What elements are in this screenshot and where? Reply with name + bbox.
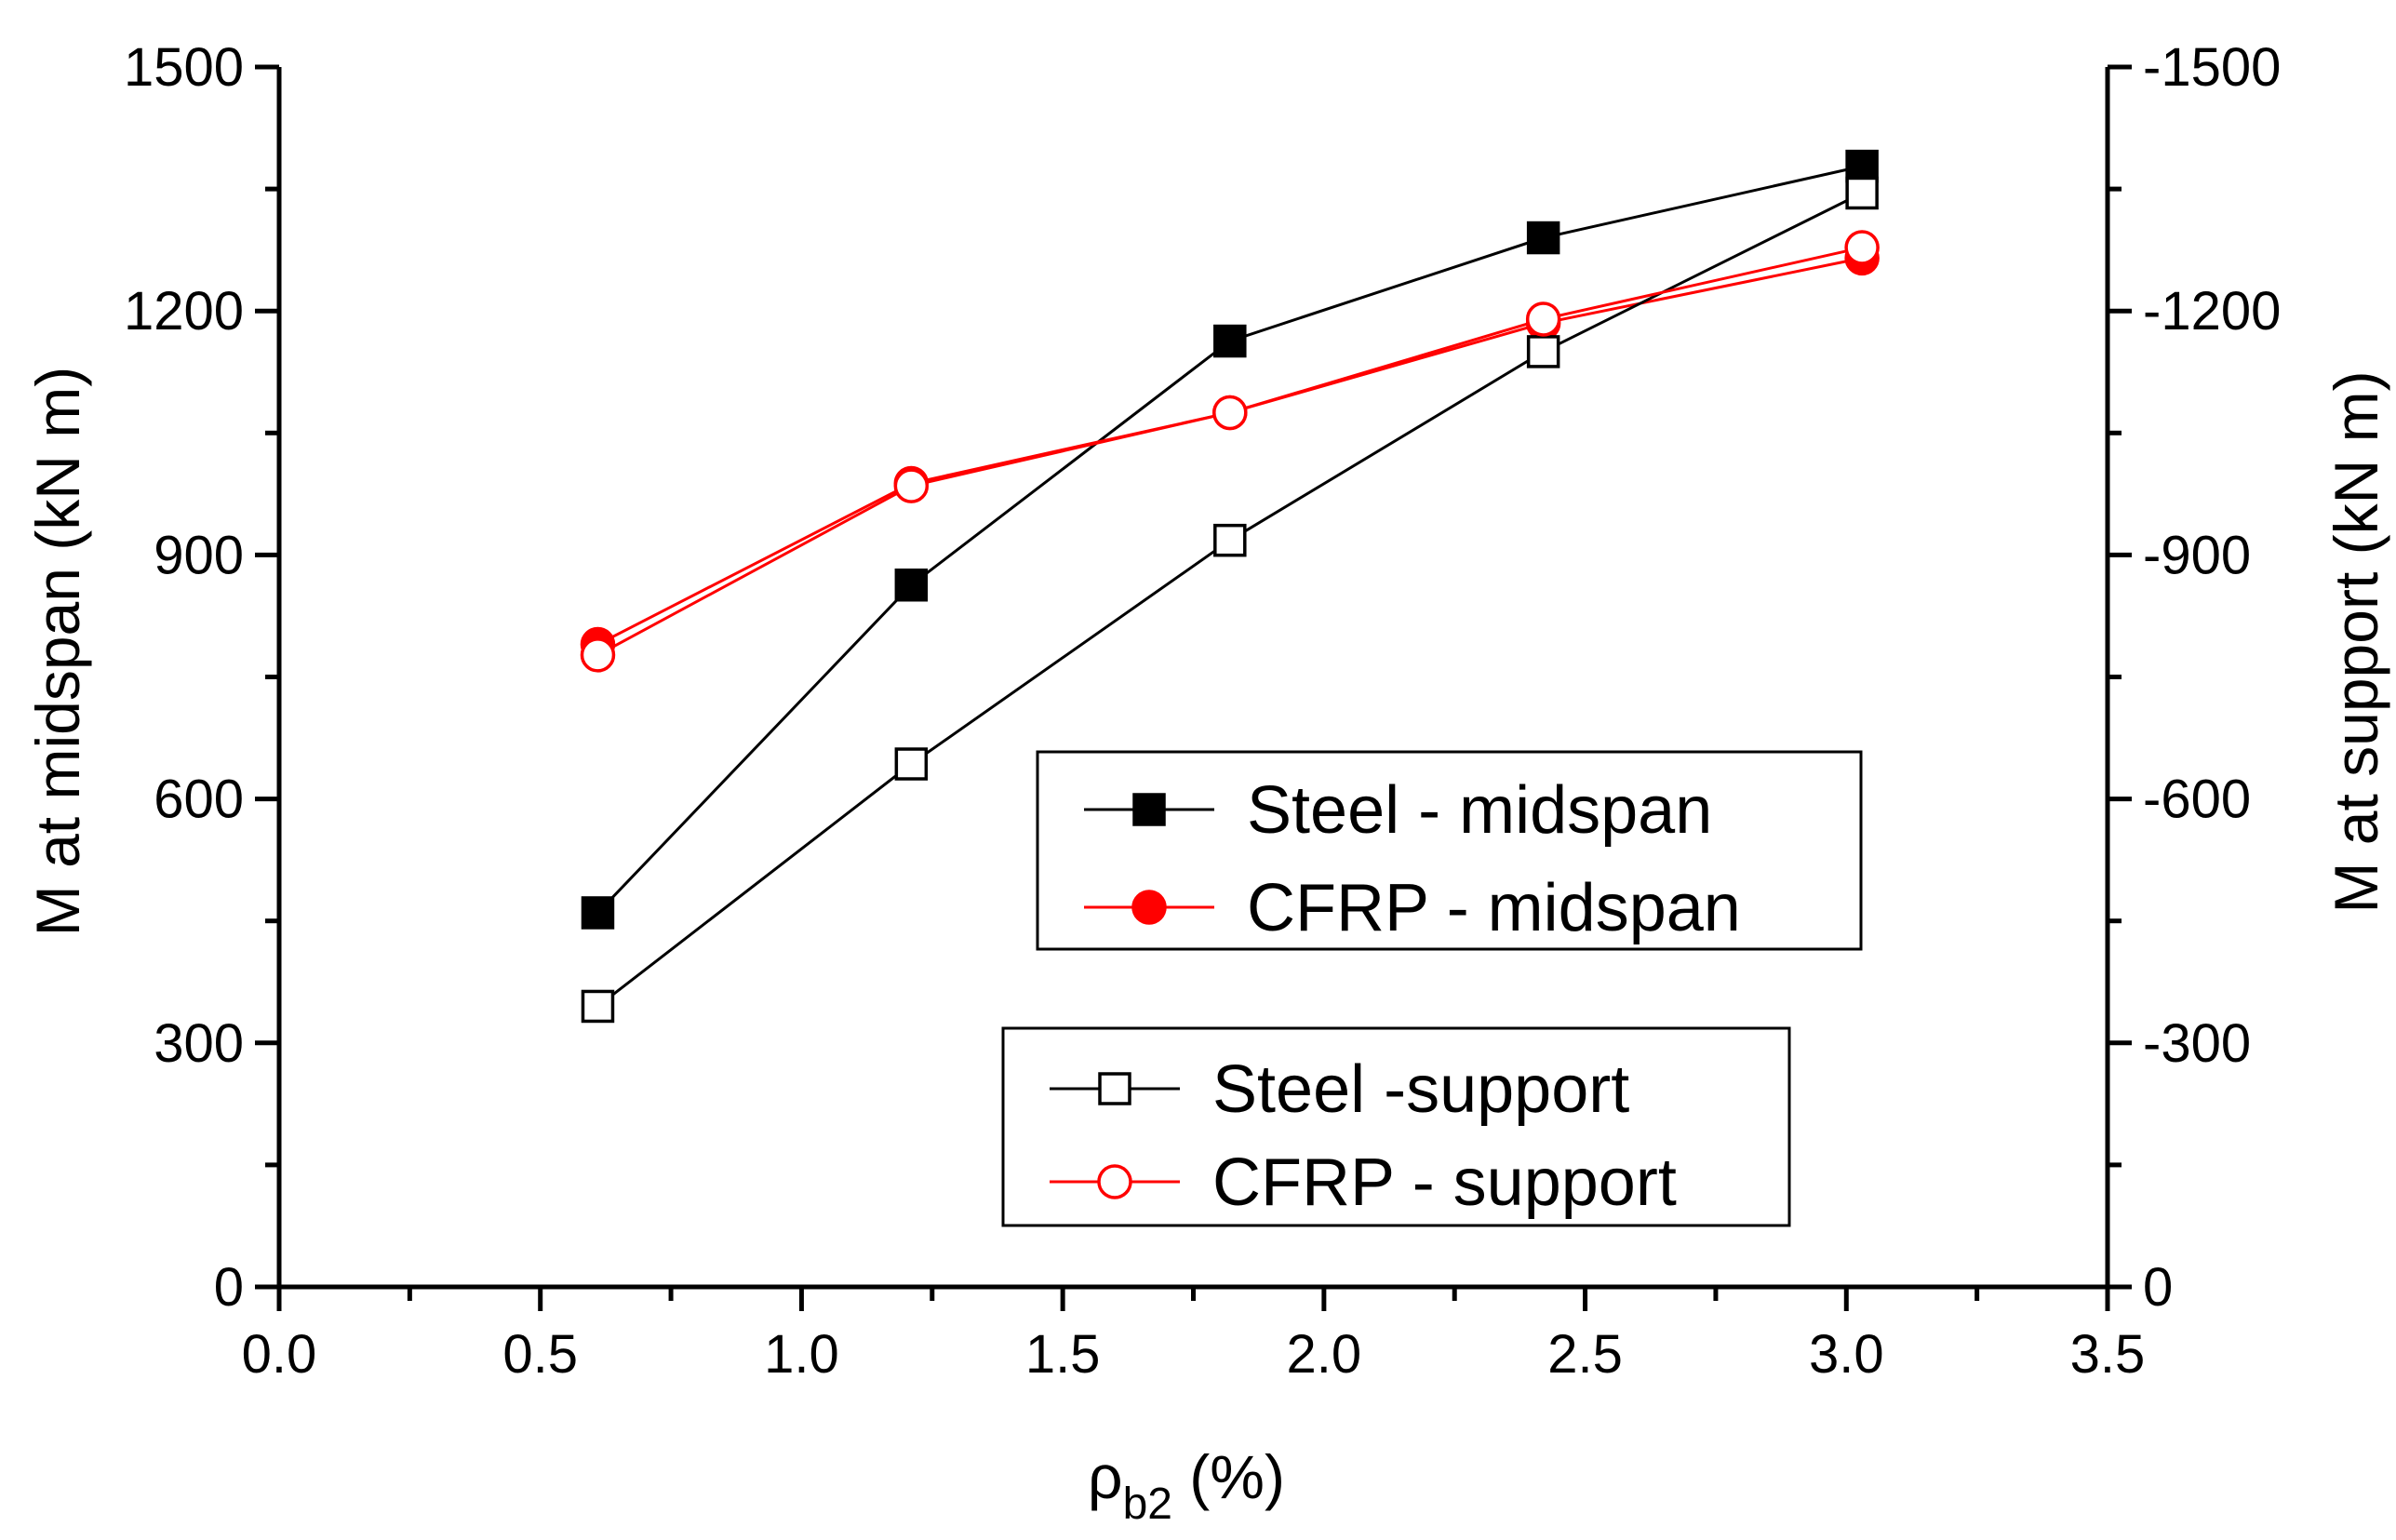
series-1: [580, 240, 1880, 663]
ticks: 0.0 0.5 1.0 1.5 2.0 2.5 3.0 3.50300600900120015…: [124, 37, 2281, 1385]
x-axis-title: ρb2 (%): [1088, 1442, 1285, 1529]
x-tick-label: 1.5: [1025, 1324, 1101, 1385]
y-tick-label-left: 600: [154, 770, 244, 830]
legend-center-right: Steel - midspan CFRP - midspan: [1036, 750, 1863, 951]
legend-marker: [1098, 1072, 1131, 1105]
y-axis-title-left: M at midspan (kN m): [23, 367, 92, 936]
data-point: [894, 568, 929, 602]
series-line: [596, 256, 1863, 646]
data-point: [1213, 324, 1247, 358]
legend-entry: CFRP - support: [1050, 1145, 1677, 1220]
legend-marker: [1132, 793, 1166, 826]
legend-box: [1001, 1026, 1791, 1227]
x-tick-label: 0.0: [242, 1324, 317, 1385]
series-2: [581, 176, 1879, 1024]
legend-entry: Steel -support: [1050, 1052, 1629, 1127]
data-point: [1526, 221, 1560, 255]
x-axis-title-symbol: ρ: [1088, 1442, 1123, 1511]
series-layer: [580, 149, 1880, 1024]
x-axis-title-unit: (%): [1172, 1442, 1285, 1511]
data-point: [893, 468, 930, 503]
y-axis-title-right: M at support (kN m): [2322, 370, 2390, 913]
y-tick-label-right: -300: [2143, 1013, 2251, 1074]
legend-marker: [1131, 890, 1167, 925]
x-tick-label: 1.0: [764, 1324, 839, 1385]
legend-label: CFRP - midspan: [1247, 871, 1741, 945]
data-point: [1845, 176, 1879, 210]
data-point: [1525, 301, 1561, 337]
data-point: [581, 896, 615, 930]
legend-marker: [1097, 1164, 1132, 1199]
series-0: [581, 149, 1879, 930]
x-tick-label: 0.5: [502, 1324, 578, 1385]
x-tick-label: 3.5: [2070, 1324, 2146, 1385]
legend-entry: Steel - midspan: [1084, 773, 1712, 848]
y-tick-label-left: 1500: [124, 37, 244, 98]
data-point: [1844, 230, 1880, 265]
y-tick-label-right: -600: [2143, 770, 2251, 830]
data-point: [894, 747, 929, 781]
legend-label: Steel - midspan: [1247, 773, 1712, 848]
legend-label: CFRP - support: [1212, 1145, 1677, 1220]
legend-entry: CFRP - midspan: [1084, 871, 1741, 945]
legend-label: Steel -support: [1212, 1052, 1629, 1127]
y-tick-label-right: -900: [2143, 525, 2251, 585]
y-tick-label-left: 300: [154, 1013, 244, 1074]
y-tick-label-right: -1200: [2143, 281, 2281, 341]
y-tick-label-left: 1200: [124, 281, 244, 341]
x-tick-label: 2.5: [1547, 1324, 1623, 1385]
legend-box: [1036, 750, 1863, 951]
x-axis-title-subscript: b2: [1123, 1480, 1172, 1529]
series-line: [596, 246, 1863, 657]
y-tick-label-right: 0: [2143, 1257, 2173, 1318]
data-point: [1526, 335, 1560, 368]
y-tick-label-left: 900: [154, 525, 244, 585]
x-tick-label: 3.0: [1809, 1324, 1884, 1385]
y-tick-label-left: 0: [214, 1257, 244, 1318]
data-point: [1213, 523, 1247, 557]
data-point: [580, 637, 616, 673]
data-point: [1212, 395, 1248, 431]
legend-lower-right: Steel -support CFRP - support: [1001, 1026, 1791, 1227]
y-tick-label-right: -1500: [2143, 37, 2281, 98]
data-point: [581, 989, 615, 1024]
x-tick-label: 2.0: [1287, 1324, 1362, 1385]
series-3: [580, 230, 1880, 673]
legend-layer: Steel - midspan CFRP - midspan Steel -supp…: [1001, 750, 1863, 1227]
